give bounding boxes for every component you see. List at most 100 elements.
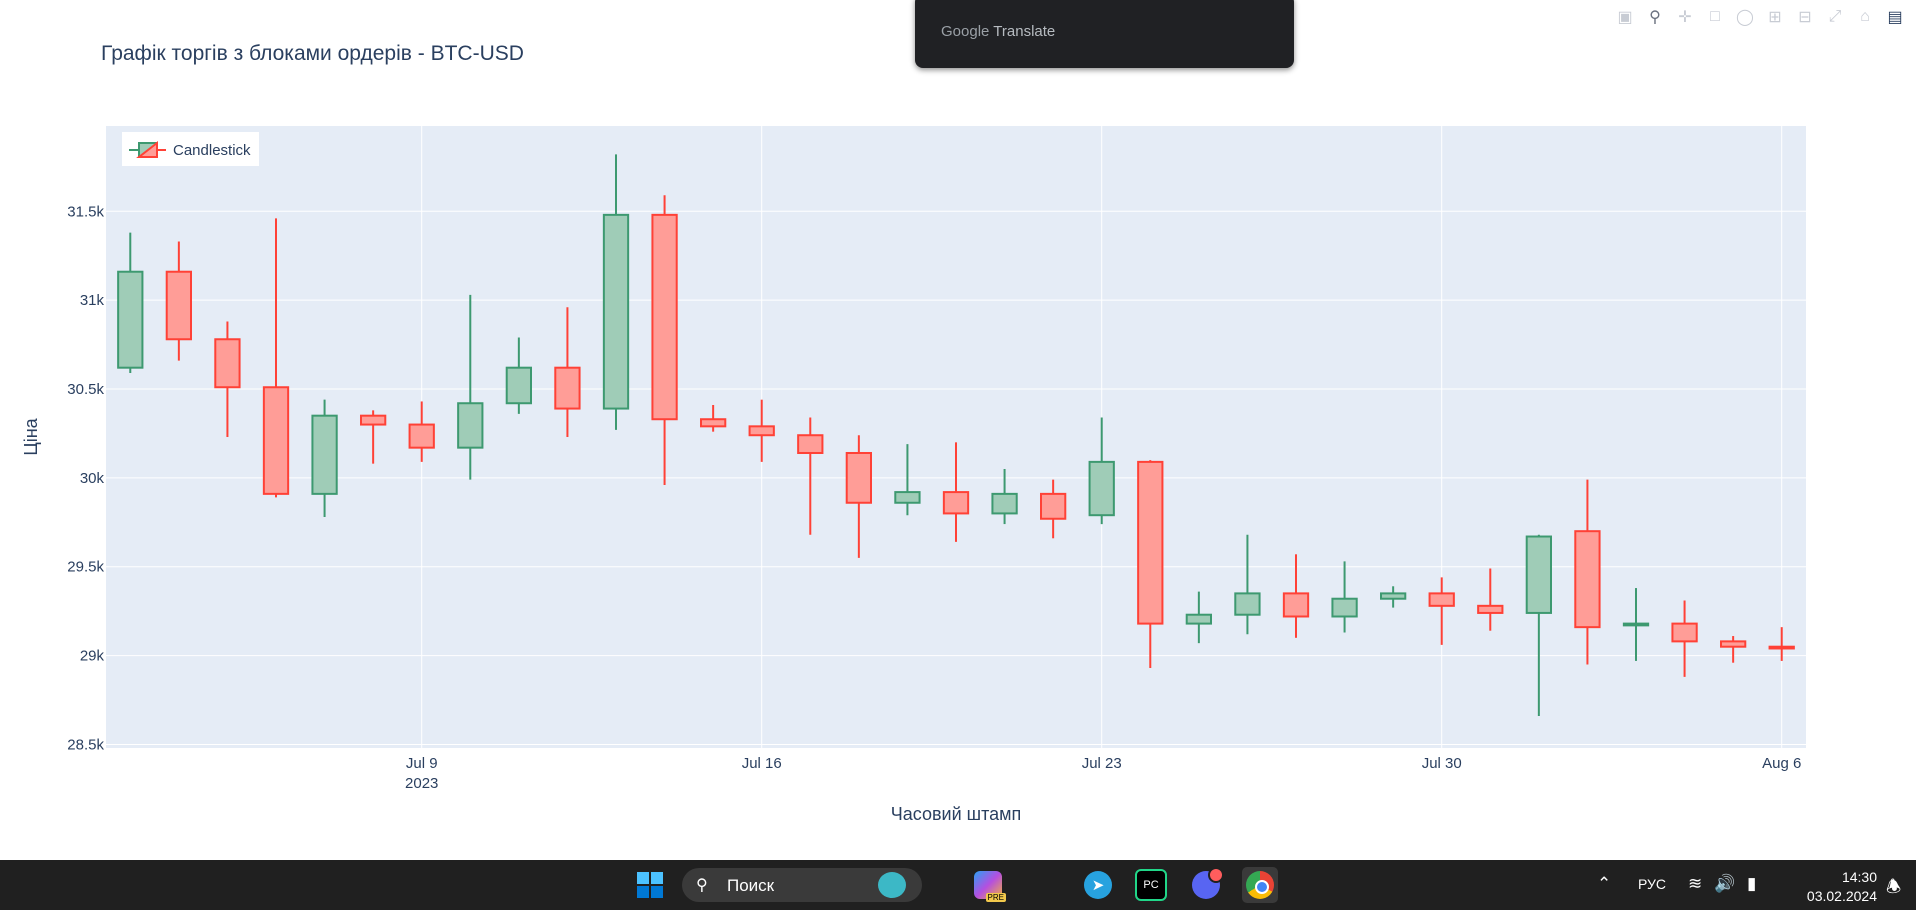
candle[interactable] bbox=[1525, 534, 1552, 717]
candle[interactable] bbox=[1331, 561, 1358, 633]
candle-body bbox=[1768, 645, 1795, 650]
candle-body bbox=[748, 425, 775, 437]
candle[interactable] bbox=[1137, 460, 1164, 669]
candle[interactable] bbox=[1671, 600, 1698, 677]
zoom-out-icon[interactable]: ⊟ bbox=[1798, 9, 1812, 26]
candle-body bbox=[165, 270, 192, 341]
candle-body bbox=[360, 414, 387, 426]
plot-background bbox=[106, 126, 1806, 748]
candle[interactable] bbox=[1234, 534, 1261, 635]
wifi-icon[interactable]: ≋ bbox=[1688, 874, 1703, 893]
candle[interactable] bbox=[262, 218, 290, 498]
candle[interactable] bbox=[894, 444, 921, 516]
candle-body bbox=[1282, 592, 1310, 618]
candle[interactable] bbox=[700, 405, 727, 432]
candle-body bbox=[651, 213, 678, 421]
search-icon: ⚲ bbox=[696, 877, 708, 894]
y-axis-title: Ціна bbox=[21, 417, 41, 455]
google-translate-brand: Google Translate bbox=[941, 23, 1055, 40]
candle[interactable] bbox=[845, 435, 873, 558]
volume-icon[interactable]: 🔊 bbox=[1714, 874, 1736, 893]
candle[interactable] bbox=[214, 321, 241, 437]
y-tick-label: 30k bbox=[80, 470, 105, 487]
candle[interactable] bbox=[1185, 591, 1212, 644]
zoom-in-icon[interactable]: ⊞ bbox=[1768, 9, 1782, 26]
candle-body bbox=[1234, 592, 1261, 616]
autoscale-icon[interactable]: ⤢ bbox=[1828, 8, 1842, 25]
candle-body bbox=[602, 213, 630, 410]
start-button[interactable] bbox=[632, 867, 668, 903]
zoom-icon[interactable]: ⚲ bbox=[1649, 9, 1661, 26]
candle[interactable] bbox=[1768, 627, 1795, 661]
candle[interactable] bbox=[602, 154, 630, 430]
x-axis-title: Часовий штамп bbox=[891, 804, 1022, 824]
candle-body bbox=[1428, 592, 1455, 607]
candle[interactable] bbox=[1088, 417, 1115, 525]
candle-body bbox=[457, 402, 484, 449]
notification-dot bbox=[1208, 867, 1224, 883]
candle[interactable] bbox=[457, 294, 484, 480]
candle[interactable] bbox=[1477, 568, 1504, 631]
y-tick-label: 31k bbox=[80, 292, 105, 309]
candle[interactable] bbox=[1720, 636, 1747, 663]
clock-time[interactable]: 14:30 bbox=[1841, 869, 1877, 885]
candle[interactable] bbox=[1380, 586, 1407, 608]
candle-body bbox=[117, 270, 144, 369]
candle[interactable] bbox=[117, 232, 144, 374]
candle[interactable] bbox=[1428, 577, 1455, 645]
candle[interactable] bbox=[1040, 479, 1067, 539]
candle[interactable] bbox=[1574, 479, 1601, 665]
tick-labels: 28.5k 29k 29.5k 30k 30.5k 31k 31.5k Jul 9 2023 Ju… bbox=[67, 203, 1801, 792]
chrome-icon[interactable] bbox=[1242, 867, 1278, 903]
candle[interactable] bbox=[311, 399, 338, 517]
camera-icon[interactable]: ▣ bbox=[1617, 9, 1633, 26]
candles[interactable] bbox=[117, 154, 1795, 717]
language-indicator[interactable]: РУС bbox=[1638, 876, 1667, 892]
chart-title: Графік торгів з блоками ордерів - BTC-US… bbox=[101, 42, 524, 65]
pycharm-icon[interactable]: PC bbox=[1133, 867, 1169, 903]
box-select-icon[interactable]: □ bbox=[1710, 8, 1720, 25]
candle[interactable] bbox=[554, 307, 581, 437]
candle[interactable] bbox=[651, 195, 678, 485]
chart-svg: 28.5k 29k 29.5k 30k 30.5k 31k 31.5k Jul 9 2023 Ju… bbox=[21, 126, 1806, 824]
candle[interactable] bbox=[748, 399, 775, 462]
candle-body bbox=[700, 418, 727, 428]
candle-body bbox=[1380, 592, 1407, 600]
candle[interactable] bbox=[165, 241, 192, 361]
google-translate-popup[interactable]: Google Translate bbox=[915, 0, 1294, 68]
candle[interactable] bbox=[360, 410, 387, 464]
candle[interactable] bbox=[797, 417, 824, 535]
candle-body bbox=[1477, 604, 1504, 614]
home-icon[interactable]: ⌂ bbox=[1860, 8, 1870, 25]
x-tick-label: Jul 16 bbox=[742, 755, 782, 772]
discord-icon[interactable] bbox=[1188, 867, 1224, 903]
legend[interactable]: Candlestick bbox=[122, 132, 259, 166]
candle[interactable] bbox=[942, 442, 970, 542]
candle-body bbox=[554, 366, 581, 410]
candle-body bbox=[1185, 613, 1212, 625]
candle[interactable] bbox=[505, 337, 533, 414]
battery-icon[interactable]: ▮ bbox=[1747, 874, 1757, 893]
show-hidden-icons-icon[interactable]: ⌃ bbox=[1597, 874, 1612, 893]
lasso-icon[interactable]: ◯ bbox=[1736, 9, 1754, 26]
candle[interactable] bbox=[1282, 554, 1310, 638]
notifications-bell-icon[interactable]: 🕭 bbox=[1886, 877, 1902, 896]
taskbar-search[interactable]: ⚲ Поиск bbox=[682, 868, 922, 902]
x-tick-label: Jul 23 bbox=[1082, 755, 1122, 772]
candle[interactable] bbox=[408, 401, 435, 462]
candle[interactable] bbox=[991, 468, 1018, 525]
candle-body bbox=[1088, 460, 1115, 517]
candle-body bbox=[262, 386, 290, 495]
search-highlight-icon bbox=[878, 872, 906, 898]
copilot-icon[interactable]: PRE bbox=[970, 867, 1006, 903]
telegram-icon[interactable]: ➤ bbox=[1080, 867, 1116, 903]
clock-date[interactable]: 03.02.2024 bbox=[1806, 888, 1877, 904]
candle[interactable] bbox=[1622, 588, 1650, 661]
pan-icon[interactable]: ✛ bbox=[1678, 9, 1692, 26]
plot-modebar: ▣ ⚲ ✛ □ ◯ ⊞ ⊟ ⤢ ⌂ ▤ bbox=[1614, 6, 1906, 28]
preview-badge: PRE bbox=[985, 893, 1006, 902]
y-tick-label: 31.5k bbox=[67, 203, 104, 220]
plotly-logo-icon[interactable]: ▤ bbox=[1887, 9, 1903, 26]
x-tick-label: Jul 30 bbox=[1422, 755, 1462, 772]
y-tick-label: 28.5k bbox=[67, 736, 104, 753]
